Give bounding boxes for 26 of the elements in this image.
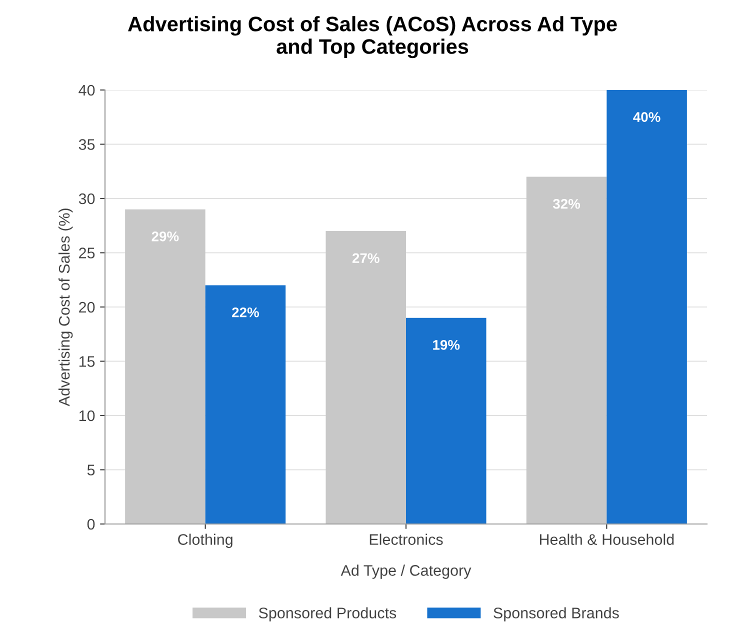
y-tick-label: 0: [87, 518, 95, 530]
y-tick-label: 40: [78, 84, 95, 96]
y-axis-title: Advertising Cost of Sales (%): [58, 208, 73, 406]
x-axis-title: Ad Type / Category: [340, 564, 472, 579]
data-label: 22%: [232, 307, 259, 318]
bar: [125, 209, 206, 524]
bar: [606, 90, 687, 524]
data-label: 40%: [633, 112, 660, 122]
chart-title: Advertising Cost of Sales (ACoS) Across Ad Type and Top Categories: [128, 16, 617, 58]
legend-label: Sponsored Products: [258, 607, 396, 622]
bar: [406, 318, 486, 524]
y-tick-label: 10: [79, 410, 95, 422]
x-tick-label: Health & Household: [540, 534, 674, 545]
x-tick-label: Clothing: [178, 534, 232, 548]
x-tick-label: Electronics: [370, 534, 443, 545]
y-tick-label: 20: [79, 302, 95, 313]
y-tick-label: 25: [79, 248, 95, 258]
bar: [205, 285, 286, 524]
y-tick-label: 35: [78, 139, 95, 150]
legend-label: Sponsored Brands: [494, 607, 619, 622]
data-label: 19%: [433, 340, 460, 350]
bar: [326, 231, 406, 524]
y-tick-label: 30: [78, 193, 95, 204]
y-tick-label: 5: [87, 464, 95, 476]
bar: [526, 176, 607, 524]
y-tick-label: 15: [79, 356, 95, 367]
